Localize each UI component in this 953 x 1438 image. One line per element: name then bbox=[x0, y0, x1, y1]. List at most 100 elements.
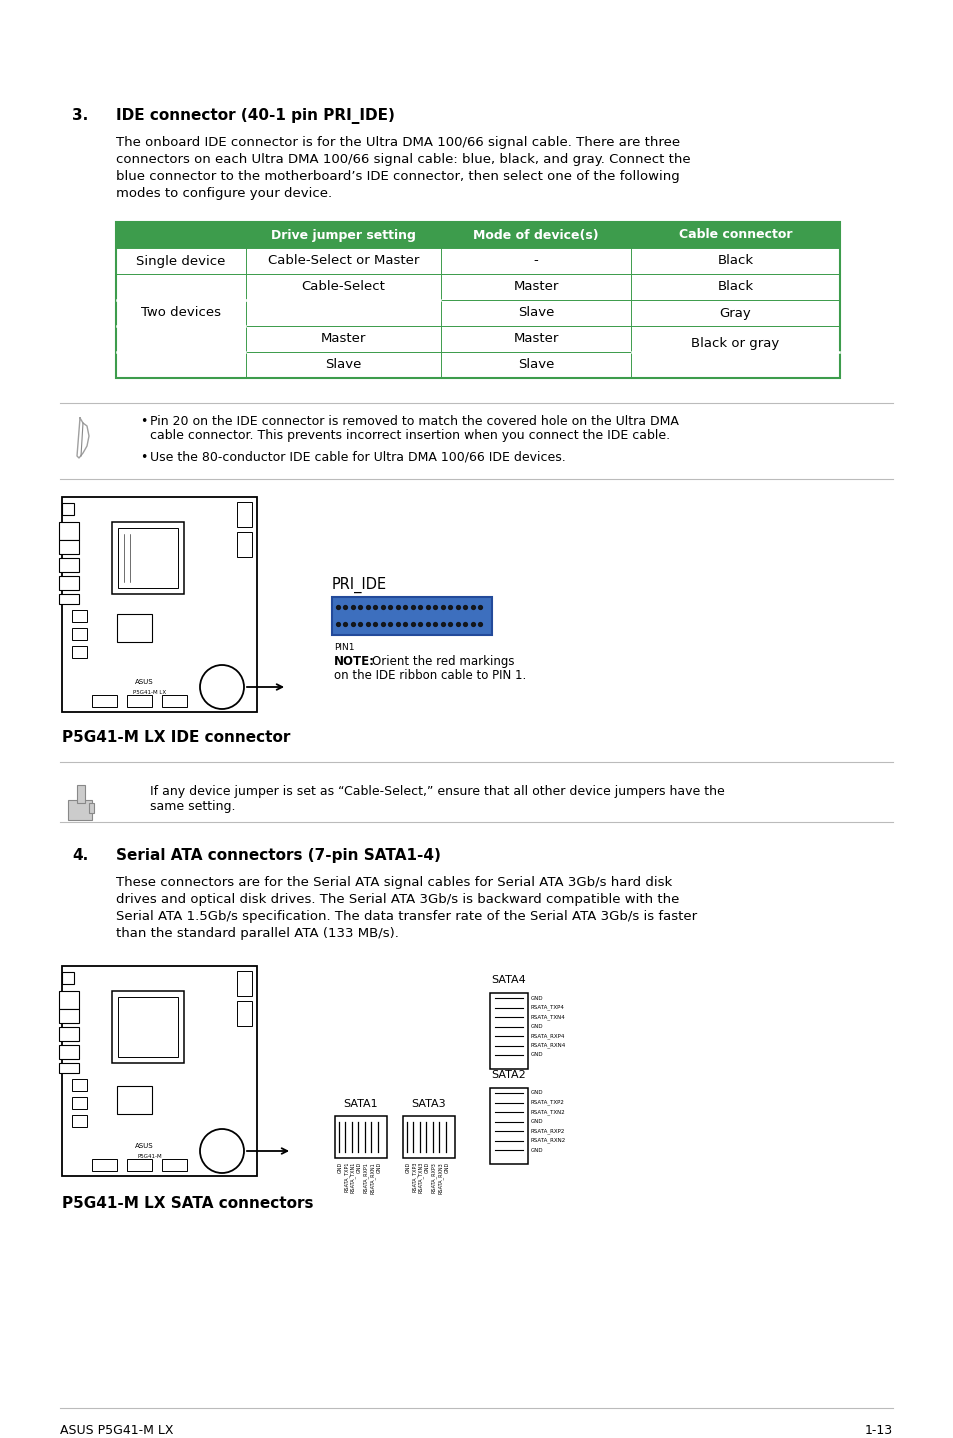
Text: Black: Black bbox=[717, 280, 753, 293]
Text: GND: GND bbox=[531, 1148, 543, 1152]
Bar bbox=[59, 1009, 79, 1022]
Text: cable connector. This prevents incorrect insertion when you connect the IDE cabl: cable connector. This prevents incorrect… bbox=[150, 429, 669, 441]
Text: PRI_IDE: PRI_IDE bbox=[332, 577, 387, 594]
Bar bbox=[490, 994, 527, 1068]
Bar bbox=[127, 695, 152, 707]
Text: on the IDE ribbon cable to PIN 1.: on the IDE ribbon cable to PIN 1. bbox=[334, 669, 526, 682]
Bar bbox=[236, 1001, 252, 1025]
Bar bbox=[118, 528, 178, 588]
Bar bbox=[62, 966, 256, 1176]
Text: blue connector to the motherboard’s IDE connector, then select one of the follow: blue connector to the motherboard’s IDE … bbox=[116, 170, 679, 183]
Text: Slave: Slave bbox=[517, 358, 554, 371]
Text: ASUS: ASUS bbox=[135, 679, 153, 684]
Bar bbox=[91, 1159, 117, 1171]
Bar bbox=[236, 502, 252, 526]
Bar bbox=[62, 503, 74, 515]
Bar bbox=[71, 1078, 87, 1091]
Text: RSATA_TXP2: RSATA_TXP2 bbox=[531, 1100, 564, 1106]
Bar bbox=[59, 522, 79, 541]
Text: GND: GND bbox=[405, 1162, 410, 1173]
Text: SATA1: SATA1 bbox=[343, 1099, 378, 1109]
Bar bbox=[71, 610, 87, 623]
Bar bbox=[71, 646, 87, 659]
Bar bbox=[59, 541, 79, 554]
Bar bbox=[77, 785, 85, 802]
Bar bbox=[116, 301, 840, 326]
Text: Cable-Select or Master: Cable-Select or Master bbox=[268, 255, 418, 267]
Text: PIN1: PIN1 bbox=[334, 643, 355, 651]
Text: Mode of device(s): Mode of device(s) bbox=[473, 229, 598, 242]
Text: Slave: Slave bbox=[517, 306, 554, 319]
Bar bbox=[59, 1045, 79, 1058]
Text: RSATA_TXN1: RSATA_TXN1 bbox=[350, 1162, 355, 1194]
Bar bbox=[59, 991, 79, 1009]
Text: •: • bbox=[140, 416, 147, 429]
Text: RSATA_RXN4: RSATA_RXN4 bbox=[531, 1043, 566, 1048]
Bar bbox=[68, 800, 91, 820]
Text: ASUS: ASUS bbox=[135, 1143, 153, 1149]
Text: P5G41-M LX: P5G41-M LX bbox=[132, 689, 166, 695]
Text: 4.: 4. bbox=[71, 848, 89, 863]
Text: GND: GND bbox=[531, 1024, 543, 1030]
Text: GND: GND bbox=[424, 1162, 430, 1173]
Text: RSATA_TXP1: RSATA_TXP1 bbox=[343, 1162, 349, 1192]
Text: GND: GND bbox=[531, 1119, 543, 1125]
Bar bbox=[59, 1027, 79, 1041]
Bar bbox=[335, 1116, 387, 1158]
Bar bbox=[116, 352, 840, 378]
Bar bbox=[116, 221, 840, 247]
Text: If any device jumper is set as “Cable-Select,” ensure that all other device jump: If any device jumper is set as “Cable-Se… bbox=[150, 785, 724, 798]
Text: Two devices: Two devices bbox=[141, 306, 221, 319]
Bar bbox=[118, 997, 178, 1057]
Text: RSATA_TXN4: RSATA_TXN4 bbox=[531, 1014, 565, 1020]
Text: GND: GND bbox=[376, 1162, 381, 1173]
Bar bbox=[116, 247, 840, 275]
Text: Slave: Slave bbox=[325, 358, 361, 371]
Bar bbox=[162, 1159, 187, 1171]
Text: Serial ATA 1.5Gb/s specification. The data transfer rate of the Serial ATA 3Gb/s: Serial ATA 1.5Gb/s specification. The da… bbox=[116, 910, 697, 923]
Text: Cable connector: Cable connector bbox=[678, 229, 791, 242]
Text: SATA2: SATA2 bbox=[491, 1070, 526, 1080]
Text: NOTE:: NOTE: bbox=[334, 654, 375, 669]
Bar bbox=[112, 522, 184, 594]
Text: P5G41-M LX SATA connectors: P5G41-M LX SATA connectors bbox=[62, 1196, 314, 1211]
Text: Master: Master bbox=[513, 332, 558, 345]
Text: RSATA_TXN3: RSATA_TXN3 bbox=[417, 1162, 423, 1194]
Bar bbox=[117, 1086, 152, 1114]
Text: Pin 20 on the IDE connector is removed to match the covered hole on the Ultra DM: Pin 20 on the IDE connector is removed t… bbox=[150, 416, 679, 429]
Text: GND: GND bbox=[531, 1053, 543, 1057]
Text: -: - bbox=[533, 255, 537, 267]
Text: •: • bbox=[140, 452, 147, 464]
Bar bbox=[71, 628, 87, 640]
Text: RSATA_TXP4: RSATA_TXP4 bbox=[531, 1005, 564, 1011]
Text: modes to configure your device.: modes to configure your device. bbox=[116, 187, 332, 200]
Bar bbox=[112, 991, 184, 1063]
Text: RSATA_RXP3: RSATA_RXP3 bbox=[431, 1162, 436, 1194]
Text: same setting.: same setting. bbox=[150, 800, 235, 812]
Bar bbox=[91, 695, 117, 707]
Text: The onboard IDE connector is for the Ultra DMA 100/66 signal cable. There are th: The onboard IDE connector is for the Ult… bbox=[116, 137, 679, 150]
Text: than the standard parallel ATA (133 MB/s).: than the standard parallel ATA (133 MB/s… bbox=[116, 928, 398, 940]
Text: ASUS P5G41-M LX: ASUS P5G41-M LX bbox=[60, 1424, 173, 1437]
Bar bbox=[116, 221, 840, 378]
Text: Master: Master bbox=[513, 280, 558, 293]
Text: Use the 80-conductor IDE cable for Ultra DMA 100/66 IDE devices.: Use the 80-conductor IDE cable for Ultra… bbox=[150, 452, 565, 464]
Bar bbox=[62, 972, 74, 984]
Text: RSATA_RXN1: RSATA_RXN1 bbox=[369, 1162, 375, 1194]
Bar bbox=[117, 614, 152, 641]
Bar bbox=[59, 558, 79, 572]
Text: 3.: 3. bbox=[71, 108, 89, 124]
Text: Serial ATA connectors (7-pin SATA1-4): Serial ATA connectors (7-pin SATA1-4) bbox=[116, 848, 440, 863]
Text: RSATA_RXP4: RSATA_RXP4 bbox=[531, 1032, 565, 1038]
Text: RSATA_TXP3: RSATA_TXP3 bbox=[412, 1162, 416, 1192]
Text: Cable-Select: Cable-Select bbox=[301, 280, 385, 293]
Text: Drive jumper setting: Drive jumper setting bbox=[271, 229, 416, 242]
Text: P5G41-M LX IDE connector: P5G41-M LX IDE connector bbox=[62, 731, 290, 745]
Bar bbox=[59, 577, 79, 590]
Text: Orient the red markings: Orient the red markings bbox=[372, 654, 514, 669]
Text: Gray: Gray bbox=[719, 306, 751, 319]
Text: SATA4: SATA4 bbox=[491, 975, 526, 985]
Text: RSATA_RXP1: RSATA_RXP1 bbox=[363, 1162, 369, 1194]
Text: GND: GND bbox=[356, 1162, 361, 1173]
Bar bbox=[116, 326, 840, 352]
